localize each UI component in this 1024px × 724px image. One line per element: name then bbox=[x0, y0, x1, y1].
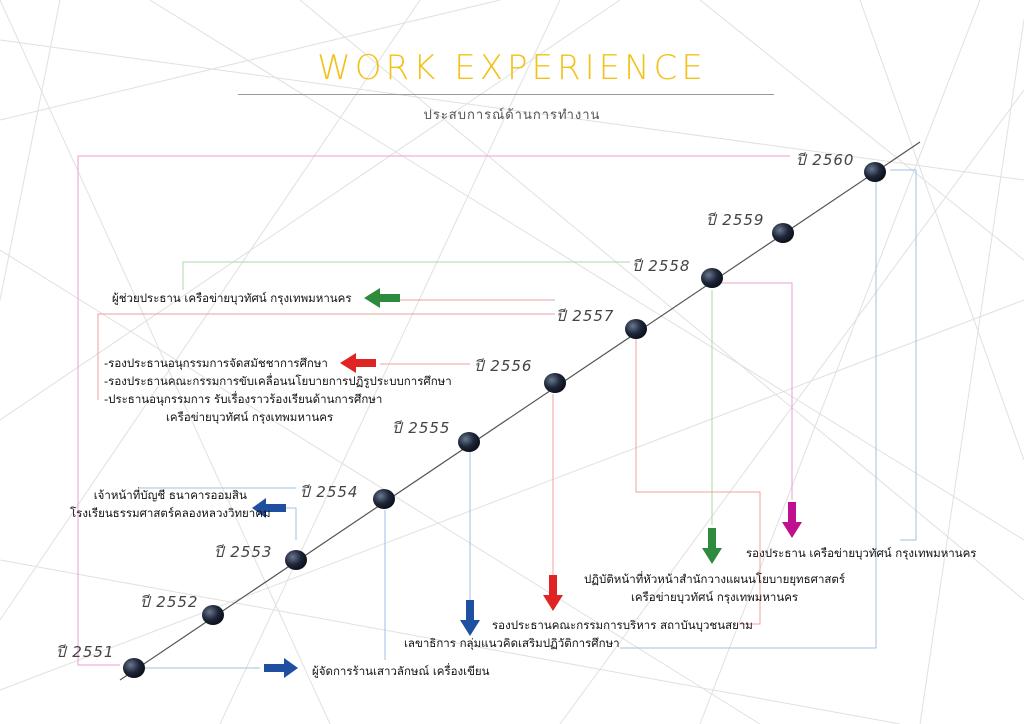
node-2557 bbox=[625, 319, 647, 339]
node-2555 bbox=[458, 432, 480, 452]
node-2552 bbox=[202, 605, 224, 625]
year-label-2559: ปี 2559 bbox=[706, 211, 765, 229]
timeline-nodes bbox=[123, 162, 886, 678]
arrow-left-green-2558 bbox=[364, 288, 400, 308]
year-label-2555: ปี 2555 bbox=[392, 419, 451, 437]
job-2557-line1: ปฏิบัติหน้าที่หัวหน้าสำนักวางแผนนโยบายยุ… bbox=[584, 572, 846, 586]
job-2553-line2: โรงเรียนธรรมศาสตร์คลองหลวงวิทยาคม bbox=[70, 506, 271, 520]
job-2558: ผู้ช่วยประธาน เครือข่ายบุวทัศน์ กรุงเทพม… bbox=[112, 291, 352, 305]
arrow-down-green-2557 bbox=[702, 528, 722, 564]
job-2559: รองประธาน เครือข่ายบุวทัศน์ กรุงเทพมหานค… bbox=[746, 546, 977, 560]
arrows bbox=[252, 288, 802, 678]
job-2556-line4: เครือข่ายบุวทัศน์ กรุงเทพมหานคร bbox=[166, 410, 334, 424]
year-label-2557: ปี 2557 bbox=[556, 307, 615, 325]
year-label-2560: ปี 2560 bbox=[796, 151, 855, 169]
node-2560 bbox=[864, 162, 886, 182]
node-2559 bbox=[772, 223, 794, 243]
job-2556-line1: -รองประธานอนุกรรมการจัดสมัชชาการศึกษา bbox=[104, 356, 328, 370]
year-label-2556: ปี 2556 bbox=[474, 357, 533, 375]
title-divider bbox=[238, 94, 774, 95]
job-2557-line2: เครือข่ายบุวทัศน์ กรุงเทพมหานคร bbox=[630, 590, 799, 604]
arrow-left-blue-2553 bbox=[252, 498, 286, 518]
node-2558 bbox=[701, 268, 723, 288]
job-2556-line3: -ประธานอนุกรรมการ รับเรื่องราวร้องเรียนด… bbox=[104, 392, 383, 406]
page-title: WORK EXPERIENCE bbox=[317, 48, 707, 88]
year-label-2552: ปี 2552 bbox=[140, 593, 199, 611]
job-2555: เลขาธิการ กลุ่มแนวคิดเสริมปฏิวัติการศึกษ… bbox=[404, 636, 620, 650]
page-subtitle: ประสบการณ์ด้านการทำงาน bbox=[423, 108, 601, 123]
arrow-down-blue-2555 bbox=[460, 600, 480, 636]
job-2557: ปฏิบัติหน้าที่หัวหน้าสำนักวางแผนนโยบายยุ… bbox=[584, 570, 845, 606]
job-2556b: รองประธานคณะกรรมการบริหาร สถาบันบุวชนสยา… bbox=[492, 618, 753, 632]
node-2553 bbox=[285, 550, 307, 570]
connector-lines bbox=[77, 155, 917, 669]
year-label-2553: ปี 2553 bbox=[214, 543, 273, 561]
arrow-left-red-2556 bbox=[340, 353, 376, 373]
year-label-2554: ปี 2554 bbox=[300, 483, 359, 501]
arrow-right-blue-2551 bbox=[264, 658, 298, 678]
node-2556 bbox=[544, 373, 566, 393]
year-label-2558: ปี 2558 bbox=[632, 257, 691, 275]
job-2556: -รองประธานอนุกรรมการจัดสมัชชาการศึกษา -ร… bbox=[104, 354, 452, 426]
node-2551 bbox=[123, 658, 145, 678]
arrow-down-magenta-2559 bbox=[782, 502, 802, 538]
node-2554 bbox=[373, 489, 395, 509]
job-2553: เจ้าหน้าที่บัญชี ธนาคารออมสิน โรงเรียนธร… bbox=[70, 486, 271, 522]
arrow-down-red-2556b bbox=[543, 575, 563, 611]
year-label-2551: ปี 2551 bbox=[56, 643, 115, 661]
job-2551: ผู้จัดการร้านเสาวลักษณ์ เครื่องเขียน bbox=[312, 664, 490, 678]
job-2556-line2: -รองประธานคณะกรรมการขับเคลื่อนนโยบายการป… bbox=[104, 374, 452, 388]
job-2553-line1: เจ้าหน้าที่บัญชี ธนาคารออมสิน bbox=[93, 488, 247, 502]
